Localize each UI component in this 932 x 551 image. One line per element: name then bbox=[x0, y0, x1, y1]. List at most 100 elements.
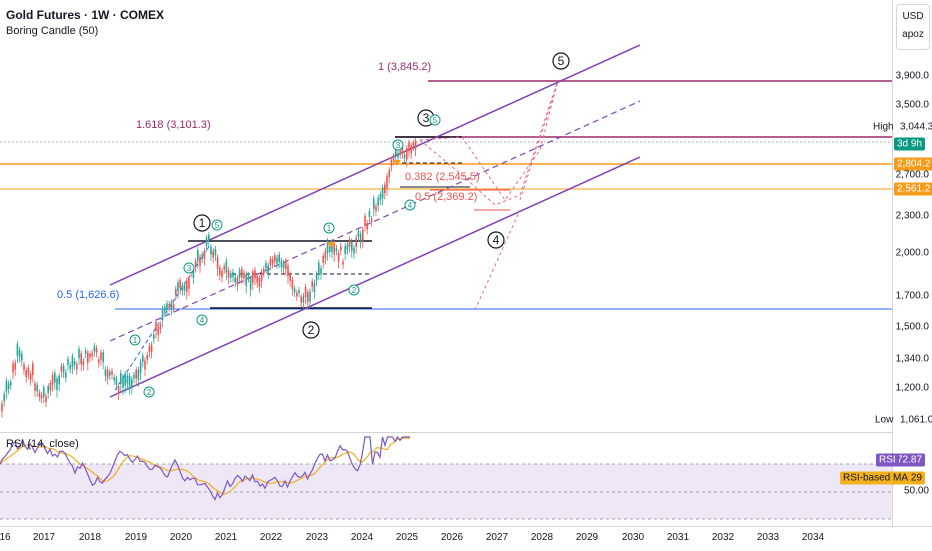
candle-body bbox=[351, 241, 353, 251]
wave-minor-5b: 5 bbox=[433, 116, 438, 125]
candle-body bbox=[153, 334, 155, 339]
candle-body bbox=[148, 346, 151, 352]
candle-body bbox=[186, 280, 188, 293]
candle-body bbox=[113, 377, 115, 381]
rsi-canvas[interactable] bbox=[0, 433, 892, 527]
indicator-legend[interactable]: Boring Candle (50) bbox=[6, 25, 99, 37]
wave-minor-5-circle bbox=[211, 219, 223, 231]
level-badge: 2,804.2 bbox=[894, 157, 932, 171]
candle-body bbox=[340, 245, 342, 251]
symbol-title[interactable]: Gold Futures · 1W · COMEX bbox=[6, 8, 164, 22]
time-axis[interactable]: 16 2017 2018 2019 2020 2021 2022 2023 20… bbox=[0, 526, 932, 551]
candle-body bbox=[318, 262, 320, 273]
candle-body bbox=[166, 303, 168, 310]
candle-body bbox=[335, 248, 338, 252]
candle-body bbox=[168, 304, 170, 308]
candle-body bbox=[263, 268, 265, 274]
candle-body bbox=[40, 394, 43, 399]
wave-major-5-circle bbox=[552, 52, 570, 70]
high-label: High bbox=[873, 121, 894, 133]
candle-body bbox=[267, 265, 269, 274]
candle-body bbox=[271, 259, 274, 264]
rsi-legend[interactable]: RSI (14, close) bbox=[6, 438, 79, 450]
candle-body bbox=[177, 282, 179, 292]
currency-label: USD bbox=[902, 11, 924, 22]
wave-minor-2-circle bbox=[143, 386, 155, 398]
candle-body bbox=[172, 303, 175, 308]
candle-body bbox=[98, 359, 100, 364]
fib-1618-text: 1.618 (3,101.3) bbox=[136, 119, 211, 131]
candle-body bbox=[76, 364, 78, 370]
marker-triangle bbox=[393, 160, 401, 166]
candle-body bbox=[89, 353, 91, 358]
candle-body bbox=[111, 370, 113, 375]
rsi-pane[interactable]: RSI (14, close) bbox=[0, 432, 892, 527]
candle-body bbox=[18, 349, 21, 357]
price-tick: 2,700.0 bbox=[895, 169, 929, 181]
candle-body bbox=[47, 386, 49, 394]
year-tick: 2033 bbox=[756, 532, 780, 543]
candle-body bbox=[5, 380, 8, 392]
candle-body bbox=[203, 250, 206, 260]
candle-body bbox=[344, 245, 346, 254]
candle-body bbox=[7, 383, 10, 390]
candle-body bbox=[414, 140, 417, 150]
candle-body bbox=[32, 363, 34, 375]
wave-minor-1b-circle bbox=[323, 222, 335, 234]
rsi-label-badge: RSI bbox=[876, 453, 899, 467]
candle-body bbox=[43, 387, 45, 397]
candle-body bbox=[139, 361, 142, 373]
candle-body bbox=[331, 242, 333, 252]
candle-body bbox=[36, 384, 38, 392]
year-tick: 2022 bbox=[259, 532, 283, 543]
candle-body bbox=[346, 244, 349, 250]
candle-body bbox=[287, 265, 289, 277]
candle-body bbox=[315, 274, 318, 281]
candle-body bbox=[359, 234, 362, 243]
candle-body bbox=[348, 239, 351, 247]
price-chart[interactable]: Gold Futures · 1W · COMEX Boring Candle … bbox=[0, 0, 892, 430]
wave-minor-4b: 4 bbox=[408, 201, 413, 210]
candle-body bbox=[106, 369, 109, 379]
candle-body bbox=[399, 150, 401, 155]
candle-body bbox=[161, 308, 164, 320]
currency-button[interactable]: USD apoz bbox=[896, 4, 930, 50]
candle-body bbox=[95, 348, 98, 353]
candle-body bbox=[183, 285, 186, 291]
candle-body bbox=[285, 260, 287, 270]
candle-body bbox=[159, 324, 162, 329]
candle-body bbox=[102, 352, 104, 363]
candle-body bbox=[320, 268, 322, 275]
candle-body bbox=[265, 263, 267, 269]
candle-body bbox=[60, 366, 63, 372]
price-axis[interactable]: USD apoz 3,900.0 3,500.0 2,700.0 2,300.0… bbox=[892, 0, 932, 526]
candle-body bbox=[392, 156, 395, 161]
candle-body bbox=[258, 278, 261, 287]
candle-body bbox=[243, 272, 245, 279]
price-tick: 3,900.0 bbox=[895, 70, 929, 82]
candle-body bbox=[38, 392, 41, 397]
candle-body bbox=[300, 296, 302, 303]
candle-body bbox=[133, 374, 135, 379]
candle-body bbox=[126, 375, 129, 384]
year-tick: 2023 bbox=[305, 532, 329, 543]
candle-body bbox=[51, 374, 54, 385]
low-label: Low bbox=[875, 414, 894, 426]
candle-body bbox=[355, 237, 357, 247]
chart-canvas[interactable]: 1 (3,845.2) 1.618 (3,101.3) 0.382 (2,545.5… bbox=[0, 0, 892, 430]
candle-body bbox=[322, 255, 324, 263]
fib-0382-text: 0.382 (2,545.5) bbox=[405, 171, 480, 183]
candle-body bbox=[234, 277, 236, 283]
candle-body bbox=[406, 148, 408, 160]
candle-body bbox=[82, 360, 85, 366]
candle-body bbox=[276, 257, 278, 264]
candle-body bbox=[58, 375, 60, 385]
wave-minor-3-circle bbox=[183, 262, 195, 274]
year-tick: 2020 bbox=[169, 532, 193, 543]
candle-body bbox=[366, 223, 368, 230]
candle-body bbox=[25, 370, 27, 378]
candle-body bbox=[342, 261, 344, 265]
candle-body bbox=[236, 277, 239, 286]
price-tick: 2,300.0 bbox=[895, 210, 929, 222]
year-tick: 2028 bbox=[530, 532, 554, 543]
